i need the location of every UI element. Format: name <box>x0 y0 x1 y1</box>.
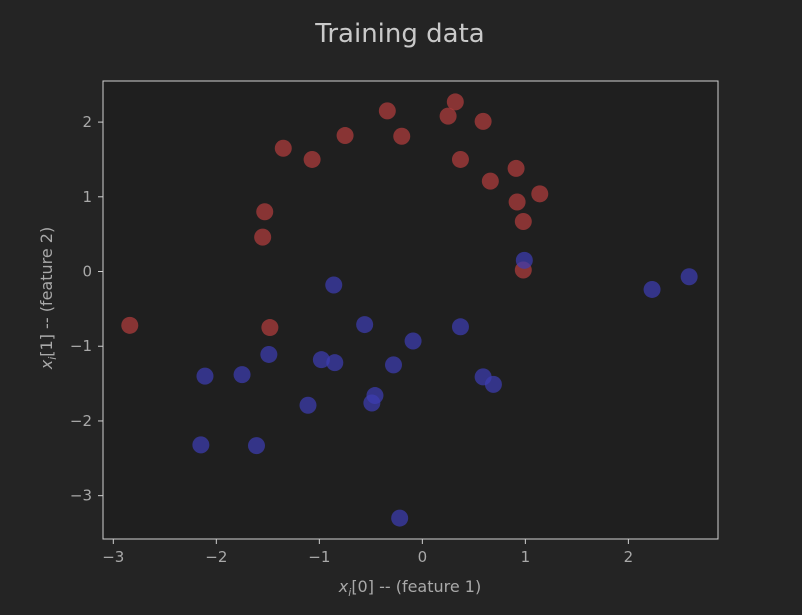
data-point-class-0 <box>531 185 549 203</box>
data-point-class-0 <box>256 203 274 221</box>
y-axis-label-rest: [1] -- (feature 2) <box>37 227 56 357</box>
data-point-class-1 <box>356 316 374 334</box>
data-point-class-1 <box>233 366 251 384</box>
data-point-class-0 <box>336 127 354 145</box>
data-point-class-0 <box>303 150 321 168</box>
data-point-class-0 <box>451 150 469 168</box>
x-axis-label-sub: i <box>348 586 351 599</box>
data-point-class-0 <box>274 139 292 157</box>
data-point-class-1 <box>312 351 330 369</box>
x-axis-label: xi[0] -- (feature 1) <box>338 577 481 599</box>
y-axis-label-var: x <box>37 359 56 370</box>
data-point-class-0 <box>474 112 492 130</box>
data-point-class-1 <box>366 387 384 405</box>
chart-title: Training data <box>314 19 484 49</box>
data-point-class-0 <box>481 172 499 190</box>
data-point-class-0 <box>446 93 464 111</box>
data-point-class-0 <box>254 228 272 246</box>
data-point-class-1 <box>680 268 698 286</box>
x-axis-label-rest: [0] -- (feature 1) <box>351 577 481 596</box>
y-tick-label: 2 <box>82 113 92 131</box>
data-point-class-1 <box>192 436 210 454</box>
x-tick-label: −2 <box>205 548 227 566</box>
x-axis-label-var: x <box>338 577 349 596</box>
data-point-class-0 <box>439 107 457 125</box>
y-axis-label-sub: i <box>46 357 59 360</box>
data-point-class-0 <box>261 319 279 337</box>
x-tick-label: −1 <box>308 548 330 566</box>
data-point-class-1 <box>326 354 344 372</box>
y-tick-label: −3 <box>70 487 92 505</box>
data-point-class-0 <box>121 316 139 334</box>
data-point-class-1 <box>385 356 403 374</box>
data-point-class-0 <box>393 127 411 145</box>
y-tick-label: 0 <box>82 263 92 281</box>
data-point-class-1 <box>515 251 533 269</box>
data-point-class-1 <box>325 276 343 294</box>
data-point-class-1 <box>260 345 278 363</box>
data-point-class-0 <box>507 159 525 177</box>
x-tick-label: 0 <box>418 548 428 566</box>
x-axis-ticks: −3 −2 −1 0 1 2 <box>102 539 633 566</box>
data-point-class-1 <box>247 437 265 455</box>
data-point-class-1 <box>299 396 317 414</box>
data-point-class-0 <box>378 102 396 120</box>
x-tick-label: 2 <box>624 548 634 566</box>
x-tick-label: 1 <box>521 548 531 566</box>
y-tick-label: −1 <box>70 337 92 355</box>
data-point-class-1 <box>404 332 422 350</box>
data-point-class-1 <box>391 509 409 527</box>
data-point-class-1 <box>643 280 661 298</box>
y-tick-label: −2 <box>70 412 92 430</box>
x-tick-label: −3 <box>102 548 124 566</box>
y-axis-label: xi[1] -- (feature 2) <box>37 227 59 370</box>
data-point-class-0 <box>514 212 532 230</box>
plot-area <box>102 80 719 540</box>
data-point-class-0 <box>508 193 526 211</box>
data-point-class-1 <box>196 367 214 385</box>
scatter-points <box>121 93 698 527</box>
data-point-class-1 <box>484 375 502 393</box>
data-point-class-1 <box>451 318 469 336</box>
y-axis-ticks: −3 −2 −1 0 1 2 <box>70 113 103 505</box>
y-tick-label: 1 <box>82 188 92 206</box>
